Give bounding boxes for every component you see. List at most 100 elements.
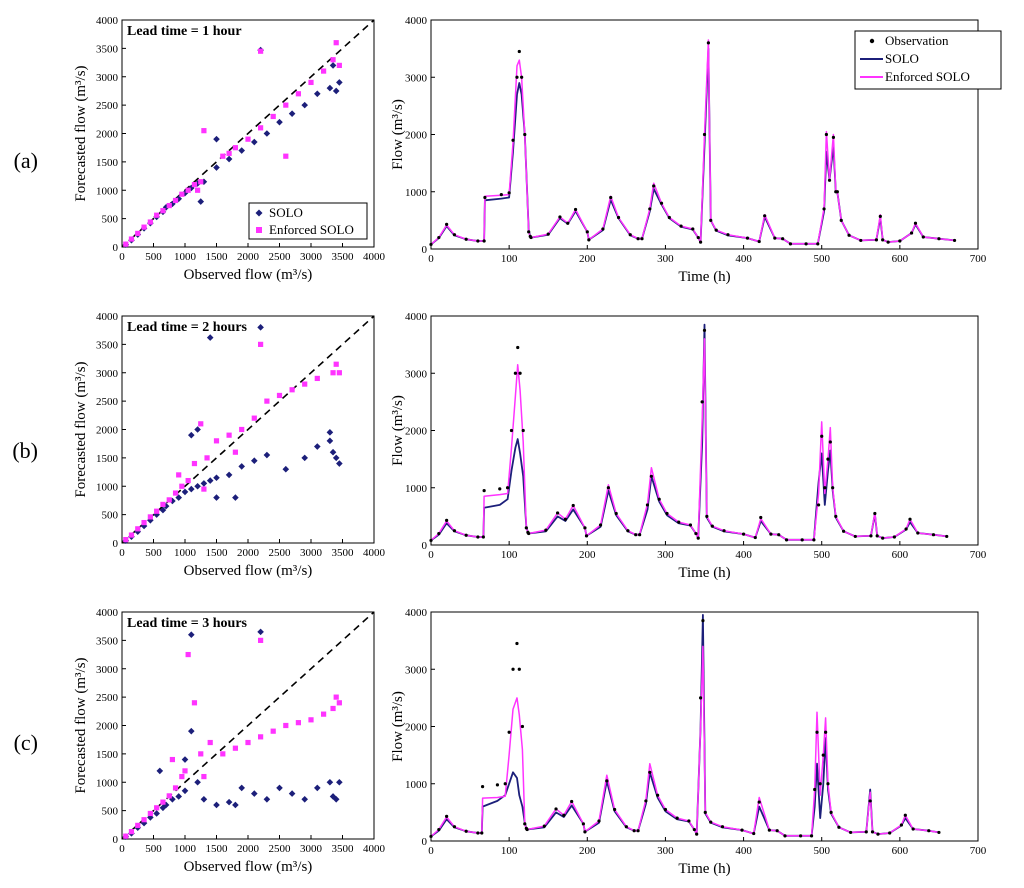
observation-point xyxy=(429,242,433,247)
y-tick-label: 3500 xyxy=(96,339,119,351)
observation-point xyxy=(695,832,699,836)
solo-point xyxy=(288,110,296,117)
observation-point xyxy=(722,529,726,533)
y-tick-label: 3000 xyxy=(96,72,119,84)
solo-point xyxy=(314,90,321,98)
observation-point xyxy=(663,807,668,812)
x-tick-label: 4000 xyxy=(363,547,386,559)
observation-point xyxy=(812,538,816,542)
enforced-line xyxy=(430,39,955,245)
enforced-point xyxy=(141,519,147,526)
observation-point xyxy=(799,834,803,838)
solo-point xyxy=(232,494,239,501)
solo-point xyxy=(225,471,233,479)
y-axis-label: Flow (m³/s) xyxy=(390,99,406,170)
observation-point xyxy=(822,207,826,211)
enforced-point xyxy=(302,381,308,387)
observation-point xyxy=(542,824,546,828)
observation-point xyxy=(529,235,533,240)
solo-point xyxy=(336,778,343,786)
observation-point xyxy=(875,534,879,538)
observation-point xyxy=(913,221,918,225)
enforced-point xyxy=(135,822,141,828)
enforced-point xyxy=(336,370,342,376)
y-axis-label: Flow (m³/s) xyxy=(390,395,406,466)
observation-point xyxy=(773,236,777,240)
solo-point xyxy=(332,87,340,95)
x-tick-label: 500 xyxy=(145,547,162,559)
one-to-one-line xyxy=(121,611,375,840)
enforced-point xyxy=(283,102,289,108)
enforced-point xyxy=(336,700,342,706)
observation-point xyxy=(445,222,449,226)
observation-point xyxy=(517,49,521,54)
solo-point xyxy=(206,334,214,341)
observation-point xyxy=(869,534,873,538)
solo-point xyxy=(156,767,164,775)
observation-point xyxy=(482,489,486,493)
enforced-scatter-series xyxy=(123,637,342,839)
observation-point xyxy=(916,531,920,535)
observation-point xyxy=(687,819,691,823)
observation-point xyxy=(523,132,527,137)
observation-point xyxy=(876,832,880,836)
solo-point xyxy=(169,200,176,208)
observation-point xyxy=(640,237,644,241)
solo-point xyxy=(329,793,337,800)
observation-point xyxy=(702,328,707,332)
panel-label: (b) xyxy=(12,438,38,463)
observation-point xyxy=(841,529,846,533)
legend-observation-label: Observation xyxy=(885,33,949,48)
x-axis-label: Observed flow (m³/s) xyxy=(184,267,313,283)
observation-point xyxy=(784,538,789,542)
observation-point xyxy=(505,486,510,490)
y-tick-label: 1000 xyxy=(405,779,428,791)
lead-time-label: Lead time = 2 hours xyxy=(127,320,248,335)
enforced-point xyxy=(295,720,301,726)
y-tick-label: 3000 xyxy=(96,368,119,380)
x-tick-label: 0 xyxy=(428,549,434,561)
solo-point xyxy=(238,784,245,792)
y-tick-label: 0 xyxy=(422,244,428,256)
x-tick-label: 600 xyxy=(892,253,909,265)
enforced-point xyxy=(239,426,245,433)
observation-point xyxy=(828,440,832,444)
observation-point xyxy=(904,527,908,531)
observation-point xyxy=(554,807,558,811)
enforced-point xyxy=(135,526,141,532)
enforced-point xyxy=(308,79,314,86)
solo-point xyxy=(175,195,182,203)
enforced-scatter-series xyxy=(123,341,342,543)
observation-point xyxy=(752,831,756,836)
x-tick-label: 2000 xyxy=(237,843,260,855)
x-tick-label: 3500 xyxy=(332,843,355,855)
solo-point xyxy=(332,795,340,803)
enforced-point xyxy=(185,187,191,193)
y-tick-label: 500 xyxy=(102,214,119,226)
enforced-point xyxy=(128,532,135,538)
observation-point xyxy=(636,237,640,241)
observation-point xyxy=(824,730,828,734)
enforced-point xyxy=(176,472,182,478)
legend-enforced-label: Enforced SOLO xyxy=(885,69,970,84)
y-tick-label: 2000 xyxy=(96,425,119,437)
enforced-point xyxy=(172,197,179,204)
enforced-point xyxy=(258,734,264,740)
x-tick-label: 1500 xyxy=(206,843,229,855)
enforced-point xyxy=(226,150,232,156)
observation-point xyxy=(515,641,519,646)
enforced-point xyxy=(232,145,238,151)
observation-point xyxy=(598,523,603,527)
observation-point xyxy=(826,457,830,461)
observation-point xyxy=(480,831,484,835)
x-tick-label: 100 xyxy=(501,549,518,561)
enforced-line xyxy=(430,338,947,541)
observation-point xyxy=(609,195,613,200)
observation-point xyxy=(816,242,820,246)
observation-point xyxy=(888,831,892,835)
enforced-line xyxy=(430,645,940,837)
observation-point xyxy=(587,238,591,242)
observation-point xyxy=(835,190,839,194)
observation-point xyxy=(870,830,875,834)
